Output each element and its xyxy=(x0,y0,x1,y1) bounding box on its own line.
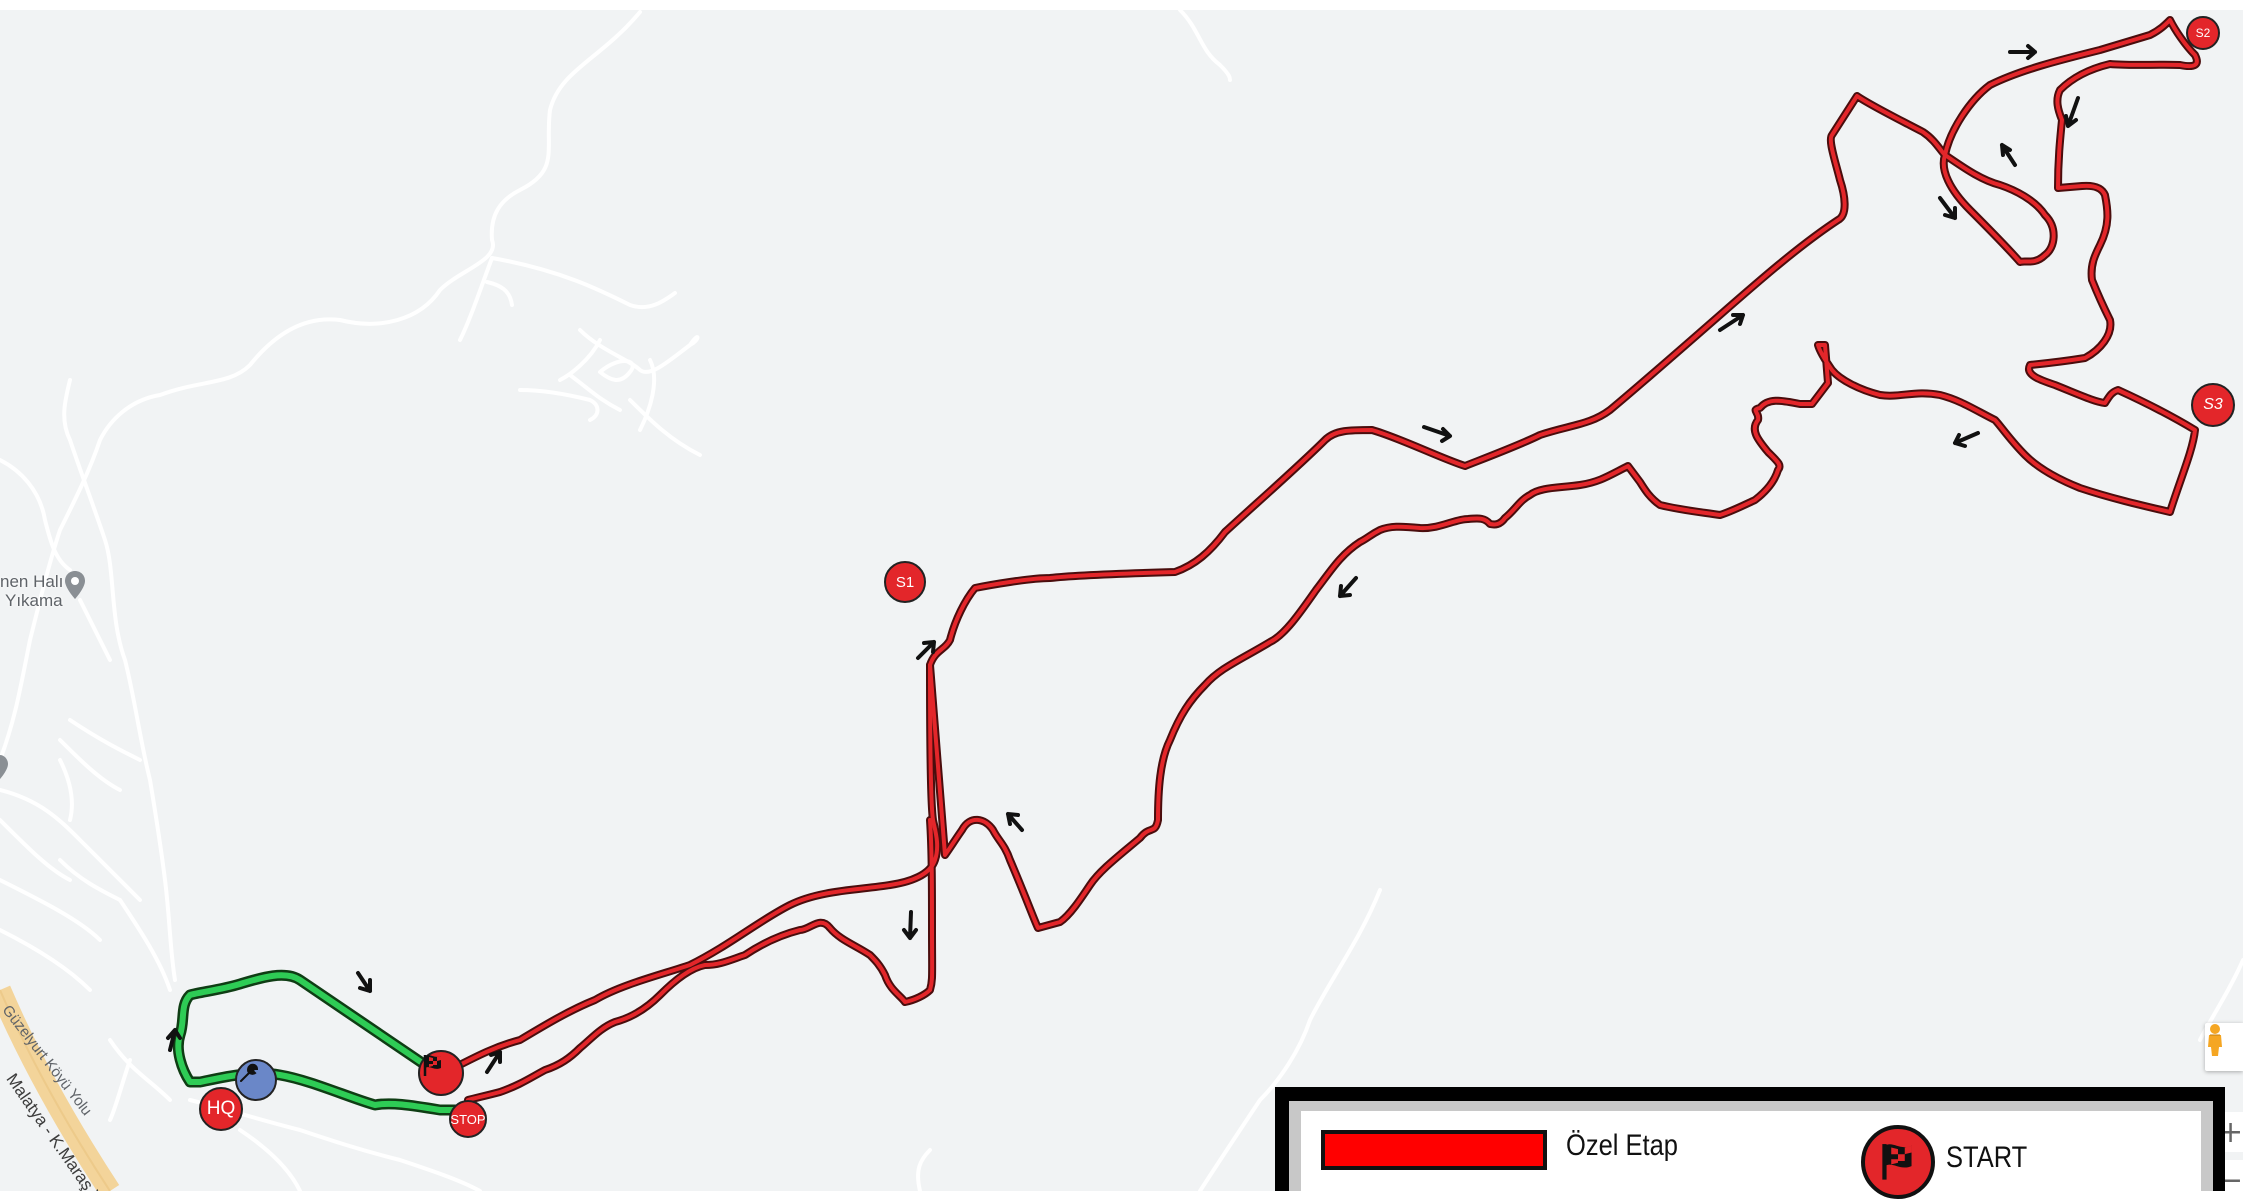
background-roads xyxy=(0,8,2243,1191)
place-label[interactable]: nen Halı Yıkama xyxy=(0,572,63,610)
direction-arrow-icon xyxy=(2000,143,2017,167)
direction-arrow-icon xyxy=(1338,576,1358,598)
direction-arrow-icon xyxy=(2064,96,2080,128)
checkered-flag-icon xyxy=(423,1055,441,1076)
direction-arrow-icon xyxy=(1006,812,1024,832)
legend-start-icon xyxy=(1861,1125,1935,1199)
direction-arrows xyxy=(166,44,2080,1074)
place-name-line1: nen Halı xyxy=(0,572,64,591)
legend-special-stage-label: Özel Etap xyxy=(1566,1129,1678,1162)
street-view-pegman-icon xyxy=(2208,1024,2222,1056)
map-legend: Özel Etap START xyxy=(1275,1087,2225,1199)
checkered-flag-icon xyxy=(1882,1144,1912,1180)
direction-arrow-icon xyxy=(1938,196,1957,220)
direction-arrow-icon xyxy=(356,971,372,993)
direction-arrow-icon xyxy=(1422,425,1452,443)
liaison-route xyxy=(172,969,474,1116)
hq-marker[interactable]: HQ xyxy=(199,1087,243,1131)
direction-arrow-icon xyxy=(1718,313,1745,332)
legend-special-stage-swatch xyxy=(1321,1130,1547,1170)
wrench-icon xyxy=(240,1063,259,1082)
legend-frame: Özel Etap START xyxy=(1289,1101,2213,1199)
direction-arrow-icon xyxy=(902,910,918,940)
direction-arrow-icon xyxy=(916,640,936,660)
stop-marker[interactable]: STOP xyxy=(449,1100,487,1138)
s2-marker[interactable]: S2 xyxy=(2186,16,2220,50)
direction-arrow-icon xyxy=(1953,431,1980,448)
direction-arrow-icon xyxy=(485,1050,502,1074)
s1-marker[interactable]: S1 xyxy=(884,561,926,603)
legend-panel: Özel Etap START xyxy=(1301,1111,2201,1199)
street-view-pegman[interactable] xyxy=(2205,1023,2243,1071)
place-name-line2: Yıkama xyxy=(5,591,63,610)
place-pin-icon[interactable] xyxy=(64,570,86,600)
direction-arrow-icon xyxy=(2008,44,2037,60)
place-pin-icon[interactable] xyxy=(0,754,10,780)
special-stage-route xyxy=(436,16,2201,1104)
legend-start-label: START xyxy=(1946,1141,2028,1174)
service-park-marker[interactable] xyxy=(235,1059,277,1101)
s3-marker[interactable]: S3 xyxy=(2191,383,2235,427)
direction-arrow-icon xyxy=(166,1028,182,1052)
start-marker[interactable] xyxy=(418,1050,464,1096)
